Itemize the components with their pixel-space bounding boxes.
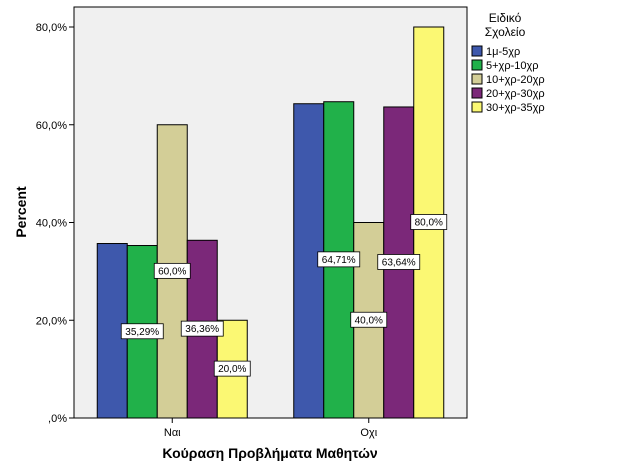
x-tick-label: Ναι	[164, 427, 181, 439]
data-label: 35,29%	[125, 327, 159, 338]
x-axis: Ναι Οχι	[164, 418, 378, 439]
legend-swatch	[471, 101, 483, 113]
legend-title-line-1: Ειδικό	[489, 11, 522, 25]
y-tick-label: ,0%	[48, 413, 67, 425]
data-label-box	[377, 254, 421, 270]
data-label-box	[213, 360, 251, 377]
legend-label: 30+χρ-35χρ	[486, 102, 545, 114]
y-tick-label: 80,0%	[36, 22, 67, 34]
data-label-box	[350, 311, 388, 328]
legend-swatch	[471, 87, 483, 99]
data-label: 60,0%	[158, 266, 186, 277]
legend-label: 20+χρ-30χρ	[486, 88, 545, 100]
y-axis: ,0% 20,0% 40,0% 60,0% 80,0%	[36, 22, 74, 425]
data-labels: 35,29% 60,0% 36,36% 20,0% 64,71% 40,0% 63,64% 8…	[120, 214, 448, 377]
y-axis-title: Percent	[13, 186, 29, 238]
legend-label: 5+χρ-10χρ	[486, 60, 539, 72]
data-label: 40,0%	[355, 315, 383, 326]
data-label-box	[180, 320, 224, 337]
legend-swatch	[471, 45, 483, 57]
data-label: 63,64%	[382, 257, 416, 268]
x-tick-label: Οχι	[360, 427, 377, 439]
legend-title-line-2: Σχολείο	[485, 25, 526, 39]
legend-swatch	[471, 59, 483, 71]
y-tick-label: 40,0%	[36, 218, 67, 230]
legend-label: 1μ-5χρ	[486, 46, 520, 58]
data-label-box	[120, 323, 164, 340]
data-label-box	[410, 214, 448, 230]
legend-swatch	[471, 73, 483, 85]
data-label-box	[153, 262, 191, 279]
data-label: 64,71%	[322, 255, 356, 266]
y-tick-label: 20,0%	[36, 315, 67, 327]
y-tick-label: 60,0%	[36, 120, 67, 132]
data-label: 80,0%	[415, 218, 443, 229]
data-label-box	[317, 251, 361, 268]
legend-label: 10+χρ-20χρ	[486, 74, 545, 86]
x-axis-title: Κούραση Προβλήματα Μαθητών	[162, 445, 378, 461]
legend: Ειδικό Σχολείο 1μ-5χρ 5+χρ-10χρ 10+χρ-20χρ…	[471, 11, 545, 114]
data-label: 20,0%	[218, 364, 246, 375]
data-label: 36,36%	[185, 324, 219, 335]
